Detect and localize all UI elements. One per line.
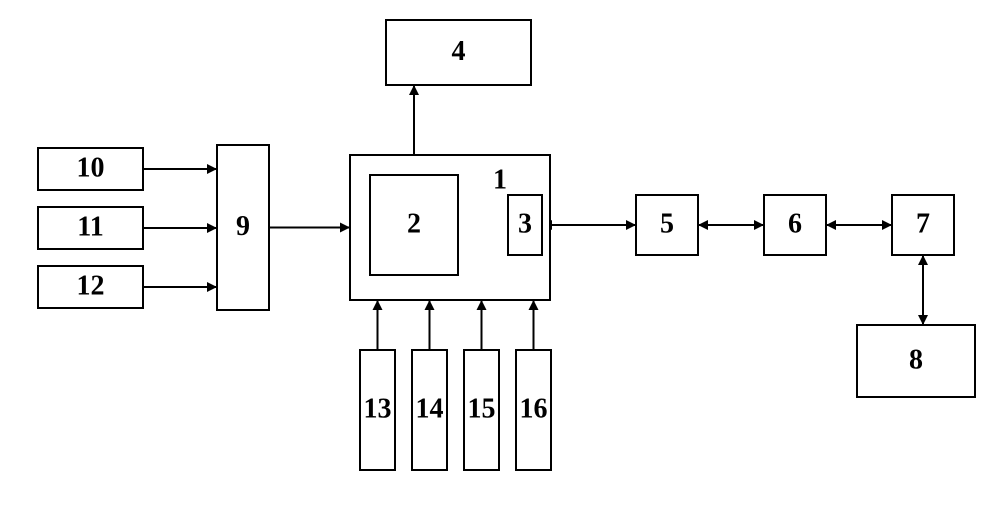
block-label-n14: 14: [416, 393, 444, 424]
block-label-n4: 4: [452, 36, 466, 67]
block-label-n8: 8: [909, 344, 923, 375]
block-label-n12: 12: [77, 270, 105, 301]
block-label-n5: 5: [660, 208, 674, 239]
block-label-n9: 9: [236, 211, 250, 242]
block-label-n16: 16: [520, 393, 548, 424]
block-label-n11: 11: [77, 211, 103, 242]
block-label-n6: 6: [788, 208, 802, 239]
block-label-n3: 3: [518, 208, 532, 239]
block-label-n1_outer: 1: [493, 164, 507, 195]
block-label-n13: 13: [364, 393, 392, 424]
block-label-n15: 15: [468, 393, 496, 424]
block-label-n7: 7: [916, 208, 930, 239]
block-label-n2: 2: [407, 208, 421, 239]
block-diagram: 12345678910111213141516: [0, 0, 1000, 521]
block-label-n10: 10: [77, 152, 105, 183]
